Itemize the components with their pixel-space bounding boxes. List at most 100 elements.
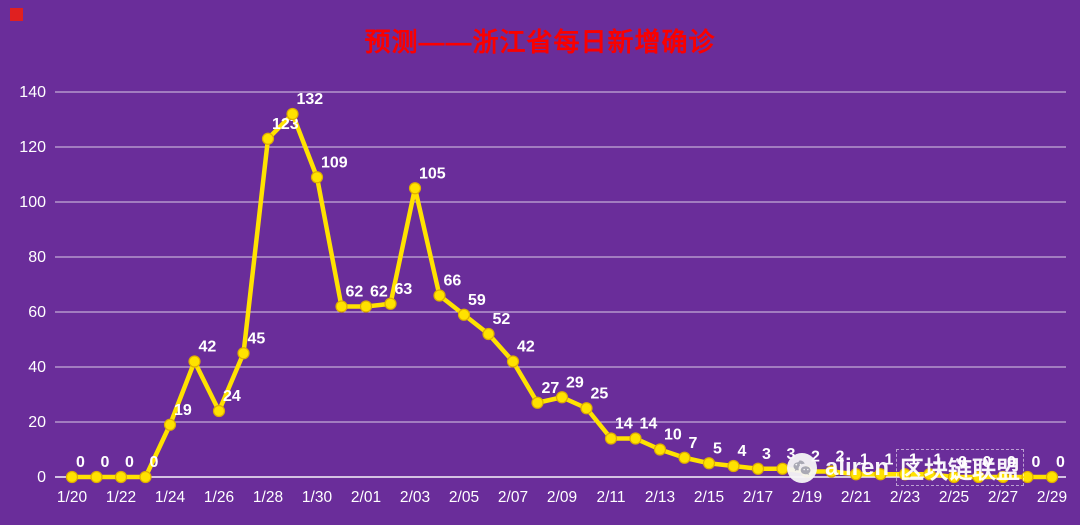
- data-point: [727, 459, 740, 473]
- x-tick-label: 1/26: [204, 489, 234, 506]
- data-point: [65, 470, 79, 484]
- data-point: [1021, 470, 1034, 484]
- x-tick-label: 2/19: [792, 489, 822, 506]
- data-label: 0: [101, 454, 110, 471]
- data-label: 45: [248, 330, 266, 347]
- x-tick-label: 2/01: [351, 489, 381, 506]
- data-label: 0: [958, 454, 967, 471]
- data-point: [90, 470, 103, 484]
- data-point: [237, 347, 250, 360]
- x-tick-label: 2/03: [400, 489, 430, 506]
- data-point: [212, 404, 226, 418]
- chart-title: 预测——浙江省每日新增确诊: [364, 27, 716, 57]
- data-point: [629, 432, 642, 445]
- data-label: 0: [1056, 454, 1065, 471]
- data-label: 25: [591, 385, 609, 402]
- data-point: [849, 468, 863, 481]
- x-tick-label: 2/17: [743, 489, 773, 506]
- y-tick-label: 0: [37, 469, 46, 486]
- data-label: 52: [493, 311, 511, 328]
- data-label: 109: [321, 154, 348, 171]
- data-point: [580, 402, 593, 415]
- data-label: 3: [787, 446, 796, 463]
- data-label: 42: [517, 339, 535, 356]
- data-label: 2: [811, 449, 820, 466]
- data-point: [408, 182, 422, 195]
- data-label: 0: [150, 454, 159, 471]
- data-label: 63: [395, 281, 413, 298]
- data-label: 0: [1032, 454, 1041, 471]
- x-tick-label: 2/29: [1037, 489, 1067, 506]
- data-label: 19: [174, 402, 192, 419]
- data-label: 2: [836, 449, 845, 466]
- data-label: 5: [713, 440, 722, 457]
- x-tick-label: 2/27: [988, 489, 1018, 506]
- data-label: 42: [199, 339, 217, 356]
- wechat-icon: [786, 452, 818, 484]
- x-tick-label: 2/21: [841, 489, 871, 506]
- data-point: [139, 470, 152, 484]
- data-label: 10: [664, 427, 682, 444]
- data-label: 62: [346, 284, 364, 301]
- data-point: [359, 300, 373, 313]
- data-point: [506, 355, 520, 368]
- y-tick-label: 120: [19, 139, 46, 156]
- data-label: 0: [76, 454, 85, 471]
- data-label: 0: [1007, 454, 1016, 471]
- data-point: [702, 457, 716, 470]
- data-point: [482, 327, 495, 341]
- x-tick-label: 1/30: [302, 489, 333, 506]
- data-point: [188, 355, 201, 368]
- y-tick-label: 80: [28, 249, 46, 266]
- data-point: [947, 470, 961, 484]
- y-tick-label: 140: [19, 84, 46, 101]
- y-tick-label: 100: [19, 194, 46, 211]
- y-tick-label: 60: [28, 304, 46, 321]
- data-label: 24: [223, 388, 241, 405]
- data-label: 62: [370, 284, 388, 301]
- x-tick-label: 1/28: [253, 489, 283, 506]
- data-line: [69, 111, 1055, 480]
- x-tick-label: 2/15: [694, 489, 724, 506]
- data-point: [457, 308, 471, 321]
- data-point: [384, 297, 397, 310]
- x-tick-label: 1/24: [155, 489, 186, 506]
- data-point: [972, 470, 985, 484]
- data-label: 1: [885, 451, 894, 468]
- data-point: [898, 468, 912, 481]
- data-label: 1: [909, 451, 918, 468]
- red-corner-marker: [10, 8, 23, 21]
- data-label: 27: [542, 380, 560, 397]
- data-label: 105: [419, 165, 446, 182]
- data-point: [923, 468, 936, 481]
- data-point: [555, 391, 569, 404]
- data-label: 0: [983, 454, 992, 471]
- data-point: [1045, 470, 1059, 484]
- x-tick-label: 2/13: [645, 489, 675, 506]
- data-point: [604, 432, 618, 445]
- data-label: 4: [738, 443, 747, 460]
- data-point: [433, 289, 446, 302]
- data-label: 14: [640, 416, 658, 433]
- data-point: [163, 418, 177, 431]
- x-tick-label: 2/11: [596, 489, 625, 506]
- data-label: 3: [762, 446, 771, 463]
- data-label: 132: [297, 91, 324, 108]
- data-point: [114, 470, 128, 484]
- x-tick-label: 2/23: [890, 489, 920, 506]
- data-label: 0: [125, 454, 134, 471]
- watermark: aliren 区块链联盟: [786, 449, 1025, 486]
- data-point: [261, 132, 275, 145]
- data-point: [310, 171, 324, 184]
- watermark-text-cn: 区块链联盟: [896, 449, 1025, 486]
- data-label: 1: [934, 451, 943, 468]
- data-point: [751, 462, 765, 475]
- data-point: [825, 465, 838, 478]
- y-tick-label: 40: [28, 359, 46, 376]
- x-tick-label: 1/22: [106, 489, 136, 506]
- x-tick-label: 2/05: [449, 489, 479, 506]
- data-point: [996, 470, 1010, 484]
- data-label: 1: [860, 451, 869, 468]
